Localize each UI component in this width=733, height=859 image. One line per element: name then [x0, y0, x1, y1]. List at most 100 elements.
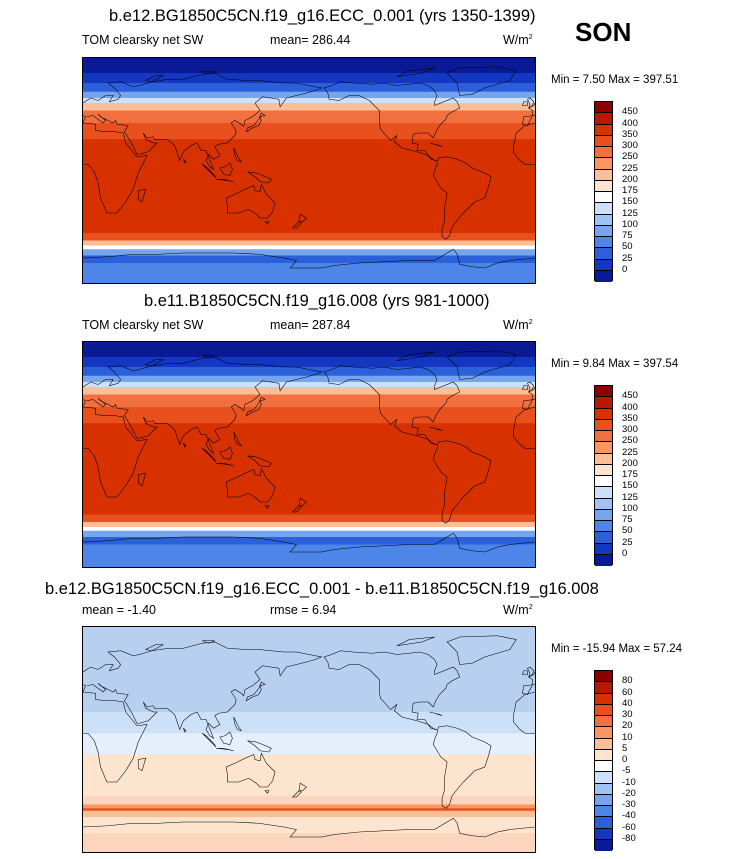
field-band — [83, 233, 535, 241]
coastline — [216, 748, 234, 751]
field-band — [83, 98, 535, 104]
colorbar-tick-label: 250 — [622, 151, 638, 163]
field-band — [83, 795, 535, 805]
colorbar-tick-label: -60 — [622, 821, 636, 833]
field-band — [83, 357, 535, 368]
colorbar-tick-label: -80 — [622, 832, 636, 844]
coastline — [324, 366, 460, 445]
field-band — [83, 249, 535, 256]
coastline — [522, 102, 527, 106]
coastline — [522, 386, 527, 390]
colorbar-tick-label: 175 — [622, 469, 638, 480]
field-band — [83, 804, 535, 809]
colorbar-box — [595, 554, 612, 566]
colorbar-tick-label: 175 — [622, 185, 638, 196]
colorbar-tick-label: 450 — [622, 106, 638, 118]
coastline — [202, 164, 216, 178]
colorbar-box — [595, 543, 612, 555]
coastline — [183, 728, 186, 732]
colorbar-tick-label: 50 — [622, 525, 633, 537]
colorbar-box — [595, 532, 612, 544]
coastline — [324, 651, 460, 730]
coastline — [216, 463, 234, 466]
season-label: SON — [575, 17, 632, 47]
colorbar-tick-label: 250 — [622, 435, 638, 447]
coastline — [220, 163, 233, 176]
coastline — [433, 157, 491, 240]
coastline — [527, 667, 533, 677]
colorbar-box — [595, 124, 612, 136]
coastline — [246, 682, 265, 701]
colorbar-box — [595, 817, 612, 829]
coastline — [202, 72, 215, 75]
colorbar-tick-label: 200 — [622, 457, 638, 469]
field-band — [83, 382, 535, 388]
colorbar-tick-label: 300 — [622, 140, 638, 151]
coastline — [220, 447, 233, 460]
colorbar-tick-label: 20 — [622, 720, 633, 732]
colorbar-box — [595, 839, 612, 851]
coastline — [397, 68, 435, 77]
colorbar-tick-label: 75 — [622, 230, 633, 241]
coastline — [202, 733, 216, 747]
colorbar-box — [595, 408, 612, 420]
coastline — [202, 641, 215, 644]
field-band — [83, 527, 535, 532]
colorbar-box — [595, 419, 612, 431]
variable-label: TOM clearsky net SW — [82, 318, 204, 332]
coastline — [430, 143, 443, 147]
coastline — [83, 357, 322, 453]
field-band — [83, 255, 535, 264]
field-band — [83, 817, 535, 834]
coastline — [146, 645, 164, 651]
colorbar-tick-label: 225 — [622, 162, 638, 174]
colorbar-box — [595, 671, 612, 683]
colorbar-box — [595, 704, 612, 716]
colorbar-box — [595, 397, 612, 409]
colorbar-tick-label: 150 — [622, 196, 638, 208]
mean-label: mean = -1.40 — [82, 603, 157, 617]
colorbar-tick-label: 200 — [622, 173, 638, 185]
coastline — [183, 443, 186, 447]
colorbar-box — [595, 761, 612, 773]
coastline — [146, 76, 164, 82]
colorbar-tick-label: 350 — [622, 412, 638, 424]
coastline — [226, 468, 275, 502]
units-label: W/m2 — [503, 33, 533, 47]
colorbar-tick-label: 0 — [622, 754, 628, 765]
min-max-label: Min = 9.84 Max = 397.54 — [551, 358, 679, 370]
field-band — [83, 263, 535, 283]
colorbar-box — [595, 487, 612, 499]
map-panel — [82, 57, 536, 284]
min-max-label: Min = 7.50 Max = 397.51 — [551, 74, 679, 86]
coastline — [293, 791, 302, 797]
units-label: W/m2 — [503, 318, 533, 332]
colorbar-box — [595, 386, 612, 398]
coastline — [247, 172, 271, 183]
colorbar-box — [595, 498, 612, 510]
coastline — [83, 249, 535, 268]
colorbar-box — [595, 727, 612, 739]
colorbar-box — [595, 192, 612, 204]
coastline — [447, 67, 516, 96]
coastline — [514, 123, 535, 164]
coastline — [83, 73, 322, 169]
coastline — [514, 407, 535, 448]
field-band — [83, 808, 535, 812]
field-band — [83, 810, 535, 818]
coastline — [265, 791, 269, 794]
coastline — [247, 741, 271, 752]
colorbar-tick-label: 75 — [622, 514, 633, 525]
colorbar-box — [595, 453, 612, 465]
colorbar-box — [595, 259, 612, 271]
coastline — [514, 692, 535, 733]
field-band — [83, 833, 535, 852]
field-band — [83, 139, 535, 234]
colorbar-tick-label: 300 — [622, 424, 638, 435]
coastline — [397, 352, 435, 361]
coastline — [299, 783, 307, 791]
coastline — [397, 637, 435, 646]
field-band — [83, 754, 535, 797]
coastline — [138, 189, 146, 202]
coastline — [202, 448, 216, 462]
